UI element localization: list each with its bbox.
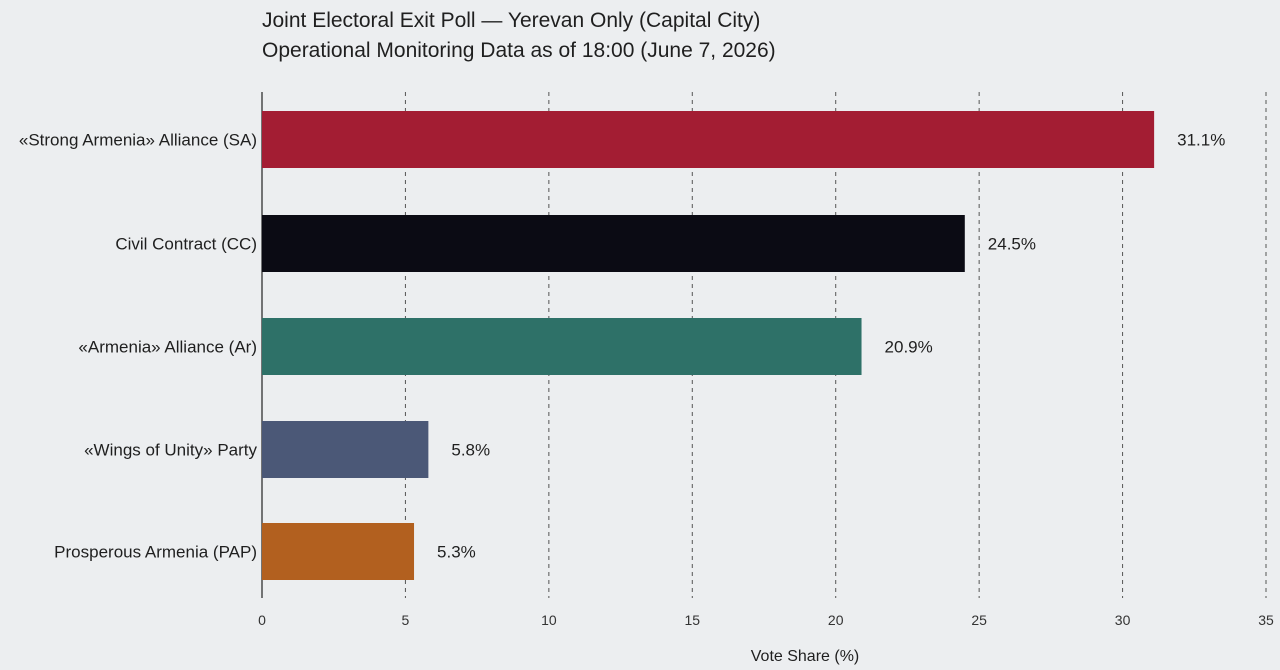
bar-1 bbox=[262, 215, 965, 272]
chart-title: Joint Electoral Exit Poll — Yerevan Only… bbox=[262, 6, 776, 66]
bar-3 bbox=[262, 421, 429, 478]
category-label-2: «Armenia» Alliance (Ar) bbox=[78, 338, 257, 357]
value-label-4: 5.3% bbox=[437, 543, 476, 562]
value-label-0: 31.1% bbox=[1177, 131, 1225, 150]
x-tick-label-25: 25 bbox=[971, 612, 987, 628]
value-label-3: 5.8% bbox=[451, 441, 490, 460]
x-axis-label: Vote Share (%) bbox=[751, 648, 860, 665]
category-label-4: Prosperous Armenia (PAP) bbox=[54, 543, 257, 562]
category-label-0: «Strong Armenia» Alliance (SA) bbox=[19, 131, 257, 150]
x-tick-label-10: 10 bbox=[541, 612, 557, 628]
value-label-2: 20.9% bbox=[885, 338, 933, 357]
x-tick-label-15: 15 bbox=[684, 612, 700, 628]
title-line-2: Operational Monitoring Data as of 18:00 … bbox=[262, 39, 776, 62]
category-label-3: «Wings of Unity» Party bbox=[84, 441, 257, 460]
value-label-1: 24.5% bbox=[988, 235, 1036, 254]
bar-0 bbox=[262, 111, 1155, 168]
x-tick-label-30: 30 bbox=[1115, 612, 1131, 628]
x-tick-label-5: 5 bbox=[402, 612, 410, 628]
bar-2 bbox=[262, 318, 862, 375]
x-tick-label-35: 35 bbox=[1258, 612, 1274, 628]
x-tick-label-20: 20 bbox=[828, 612, 844, 628]
x-tick-label-0: 0 bbox=[258, 612, 266, 628]
bar-4 bbox=[262, 523, 415, 580]
category-label-1: Civil Contract (CC) bbox=[115, 235, 257, 254]
title-line-1: Joint Electoral Exit Poll — Yerevan Only… bbox=[262, 9, 761, 32]
